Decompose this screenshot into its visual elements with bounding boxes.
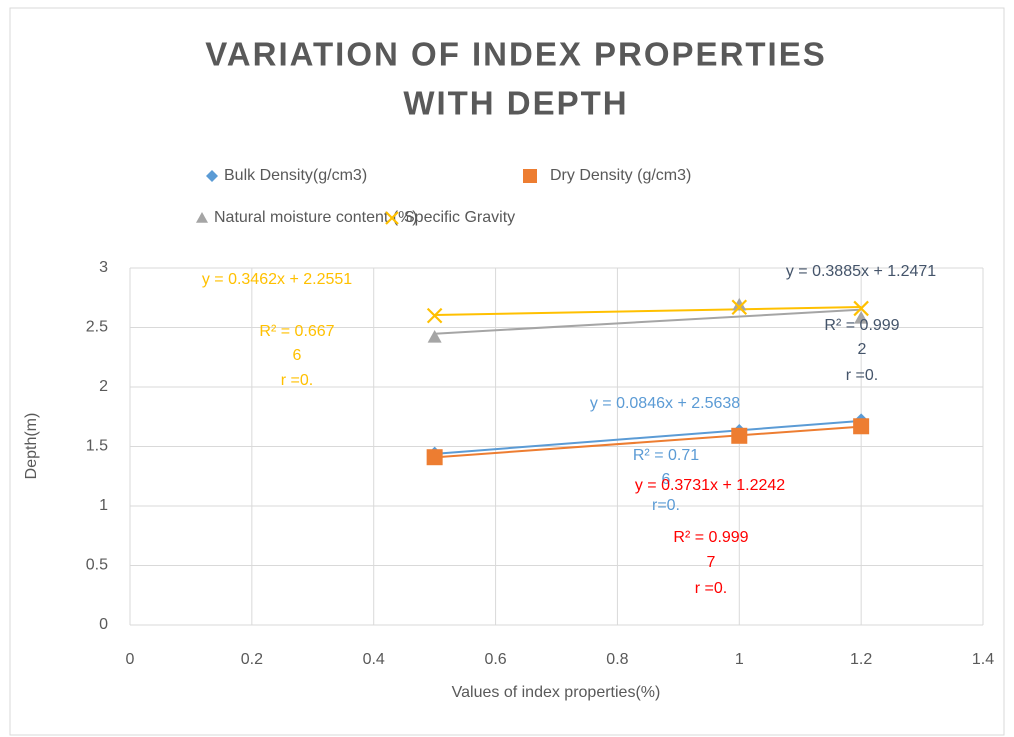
annotation: r =0. — [695, 580, 727, 597]
data-point — [853, 300, 869, 317]
legend-marker — [206, 170, 218, 182]
y-axis-label: Depth(m) — [23, 413, 40, 480]
x-tick-label: 0 — [126, 651, 135, 668]
data-point — [731, 427, 748, 444]
legend-label: Dry Density (g/cm3) — [550, 167, 691, 184]
annotation: R² = 0.999 — [824, 317, 899, 334]
x-axis-label: Values of index properties(%) — [452, 684, 661, 701]
data-point — [854, 310, 869, 324]
data-point — [853, 418, 870, 435]
y-tick-label: 0.5 — [86, 557, 108, 574]
annotation: y = 0.0846x + 2.5638 — [590, 395, 740, 412]
annotation: 6 — [662, 471, 671, 488]
trendline — [434, 425, 862, 459]
data-point — [731, 299, 748, 316]
y-tick-label: 3 — [99, 259, 108, 276]
chart-title: WITH DEPTH — [403, 85, 628, 122]
x-tick-label: 0.6 — [484, 651, 506, 668]
x-tick-label: 1.4 — [972, 651, 994, 668]
x-tick-label: 1 — [735, 651, 744, 668]
annotation: r=0. — [652, 497, 680, 514]
legend-marker — [196, 212, 208, 223]
legend-label: Bulk Density(g/cm3) — [224, 167, 367, 184]
chart-title: VARIATION OF INDEX PROPERTIES — [205, 36, 827, 73]
legend-label: Specific Gravity — [404, 209, 515, 226]
legend-label: Natural moisture content (%) — [214, 209, 418, 226]
annotation: y = 0.3462x + 2.2551 — [202, 271, 352, 288]
chart-frame — [9, 7, 1005, 736]
annotation: r =0. — [846, 367, 878, 384]
y-tick-label: 0 — [99, 616, 108, 633]
data-point — [426, 307, 443, 324]
x-tick-label: 0.4 — [363, 651, 385, 668]
annotation: 7 — [707, 554, 716, 571]
y-tick-label: 2 — [99, 378, 108, 395]
annotation: 2 — [858, 341, 867, 358]
annotation: R² = 0.667 — [259, 323, 334, 340]
annotation: y = 0.3885x + 1.2471 — [786, 263, 936, 280]
x-tick-label: 0.2 — [241, 651, 263, 668]
x-tick-label: 1.2 — [850, 651, 872, 668]
x-tick-label: 0.8 — [606, 651, 628, 668]
y-tick-label: 1.5 — [86, 438, 108, 455]
data-point — [427, 330, 442, 343]
legend-marker — [523, 169, 537, 183]
annotation: R² = 0.71 — [633, 447, 699, 464]
trendline — [434, 306, 862, 317]
data-point — [732, 297, 747, 311]
trendline — [434, 419, 862, 455]
annotation: 6 — [293, 347, 302, 364]
annotation: r =0. — [281, 372, 313, 389]
annotation: R² = 0.999 — [673, 529, 748, 546]
trendline — [434, 308, 862, 335]
data-point — [426, 449, 443, 466]
annotation: y = 0.3731x + 1.2242 — [635, 477, 785, 494]
y-tick-label: 1 — [99, 497, 108, 514]
y-tick-label: 2.5 — [86, 319, 108, 336]
legend-marker — [385, 211, 399, 225]
